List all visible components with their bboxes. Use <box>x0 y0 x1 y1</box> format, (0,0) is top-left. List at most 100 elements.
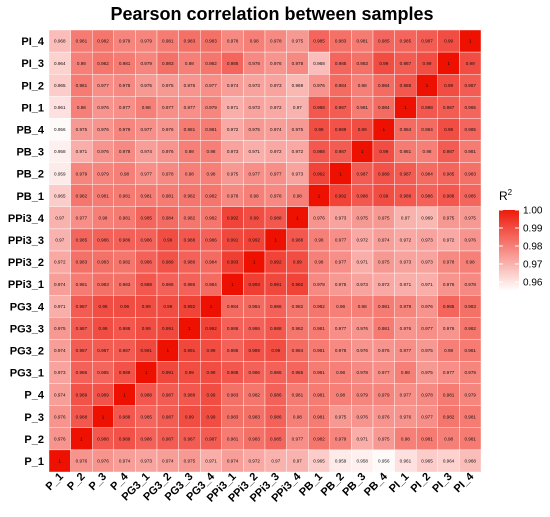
heatmap-cell-value: 0.981 <box>356 39 368 44</box>
heatmap-cell-value: 0.976 <box>313 83 325 88</box>
heatmap-cell-value: 0.976 <box>97 459 109 464</box>
heatmap-cell-value: 0.98 <box>401 436 410 441</box>
heatmap-cell-value: 0.992 <box>270 260 282 265</box>
heatmap-cell-value: 0.983 <box>205 39 217 44</box>
heatmap-cell-value: 0.984 <box>205 260 217 265</box>
heatmap-cell-value: 0.982 <box>76 193 88 198</box>
x-tick-label: P_1 <box>44 471 66 493</box>
x-tick-label: PB_3 <box>340 471 368 499</box>
heatmap-cell-value: 0.984 <box>378 105 390 110</box>
heatmap-cell-value: 0.981 <box>313 348 325 353</box>
heatmap-cell-value: 0.978 <box>270 39 282 44</box>
heatmap-cell-value: 0.986 <box>205 238 217 243</box>
heatmap-cell-value: 0.985 <box>313 39 325 44</box>
heatmap-cell-value: 1 <box>231 282 234 287</box>
heatmap-cell-value: 0.981 <box>313 392 325 397</box>
heatmap-cell-value: 0.985 <box>464 127 476 132</box>
heatmap-cell-value: 0.99 <box>379 149 388 154</box>
heatmap-cell-value: 0.991 <box>184 348 196 353</box>
heatmap-cell-value: 0.99 <box>207 370 216 375</box>
heatmap-cell-value: 0.99 <box>163 304 172 309</box>
heatmap-cell-value: 0.992 <box>205 326 217 331</box>
heatmap-cell-value: 0.99 <box>444 127 453 132</box>
heatmap-cell-value: 0.974 <box>270 127 282 132</box>
heatmap-cell-value: 1 <box>339 171 342 176</box>
heatmap-cell-value: 0.972 <box>270 105 282 110</box>
heatmap-cell-value: 0.981 <box>443 392 455 397</box>
heatmap-cell-value: 0.987 <box>76 326 88 331</box>
y-tick-label: PG3_4 <box>10 301 45 313</box>
heatmap-cell-value: 0.99 <box>163 238 172 243</box>
heatmap-cell-value: 0.986 <box>97 238 109 243</box>
heatmap-cell-value: 0.982 <box>205 193 217 198</box>
heatmap-cell-value: 0.965 <box>54 83 66 88</box>
heatmap-cell-value: 0.976 <box>400 414 412 419</box>
heatmap-cell-value: 0.986 <box>270 304 282 309</box>
heatmap-cell-value: 0.972 <box>227 127 239 132</box>
heatmap-cell-value: 0.98 <box>315 238 324 243</box>
heatmap-cell-value: 0.976 <box>313 215 325 220</box>
heatmap-cell-value: 0.97 <box>271 459 280 464</box>
heatmap-cell-value: 0.973 <box>335 215 347 220</box>
heatmap-cell-value: 0.976 <box>270 61 282 66</box>
heatmap-cell-value: 0.977 <box>421 414 433 419</box>
y-tick-label: P_3 <box>24 412 44 424</box>
heatmap-cell-value: 1 <box>469 39 472 44</box>
heatmap-cell-value: 0.982 <box>313 304 325 309</box>
heatmap-cell-value: 0.982 <box>184 193 196 198</box>
heatmap-cell-value: 0.968 <box>54 39 66 44</box>
heatmap-cell-value: 0.975 <box>292 39 304 44</box>
heatmap-cell-value: 0.981 <box>97 193 109 198</box>
heatmap-cell-value: 0.988 <box>270 215 282 220</box>
heatmap-cell-value: 0.975 <box>335 414 347 419</box>
heatmap-cell-value: 0.975 <box>421 348 433 353</box>
heatmap-cell-value: 0.979 <box>140 61 152 66</box>
heatmap-cell-value: 0.979 <box>356 392 368 397</box>
heatmap-cell-value: 0.981 <box>119 61 131 66</box>
heatmap-cell-value: 0.981 <box>378 304 390 309</box>
heatmap-cell-value: 0.976 <box>356 414 368 419</box>
heatmap-cell-value: 0.984 <box>292 348 304 353</box>
heatmap-cell-value: 0.98 <box>358 304 367 309</box>
heatmap-cell-value: 0.988 <box>313 105 325 110</box>
heatmap-cell-value: 0.985 <box>335 61 347 66</box>
heatmap-cell-value: 1 <box>361 149 364 154</box>
heatmap-cell-value: 0.974 <box>54 282 66 287</box>
heatmap-cell-value: 0.972 <box>400 238 412 243</box>
heatmap-cell-value: 0.975 <box>464 215 476 220</box>
heatmap-cell-value: 0.983 <box>464 304 476 309</box>
heatmap-cell-value: 0.99 <box>358 127 367 132</box>
heatmap-cell-value: 0.98 <box>185 61 194 66</box>
heatmap-cell-value: 0.99 <box>207 414 216 419</box>
heatmap-cell-value: 0.973 <box>421 260 433 265</box>
heatmap-cell-value: 0.958 <box>54 149 66 154</box>
heatmap-cell-value: 0.976 <box>421 304 433 309</box>
x-tick-label: PB_1 <box>297 471 325 499</box>
heatmap-cell-value: 0.981 <box>421 436 433 441</box>
heatmap-cell-value: 0.976 <box>378 348 390 353</box>
heatmap-cell-value: 0.987 <box>162 392 174 397</box>
x-tick-label: P_2 <box>65 471 87 493</box>
heatmap-cell-value: 0.985 <box>400 39 412 44</box>
heatmap-cell-value: 0.986 <box>248 370 260 375</box>
heatmap-cell-value: 0.987 <box>184 436 196 441</box>
legend-color-bar <box>499 210 519 291</box>
heatmap-cell-value: 0.981 <box>184 127 196 132</box>
heatmap-cell-value: 0.98 <box>250 193 259 198</box>
heatmap-cell-value: 0.98 <box>444 436 453 441</box>
heatmap-cell-value: 0.988 <box>184 238 196 243</box>
heatmap-cell-value: 0.989 <box>378 171 390 176</box>
heatmap-cell-value: 0.985 <box>292 370 304 375</box>
heatmap-cell-value: 0.979 <box>400 304 412 309</box>
heatmap-cell-value: 0.976 <box>97 149 109 154</box>
heatmap-cell-value: 0.991 <box>162 370 174 375</box>
heatmap-cell-value: 0.986 <box>270 392 282 397</box>
heatmap-cell-value: 0.979 <box>464 392 476 397</box>
heatmap-cell-value: 0.98 <box>336 392 345 397</box>
heatmap-cell-value: 0.98 <box>77 105 86 110</box>
heatmap-cell-value: 0.977 <box>335 238 347 243</box>
heatmap-cell-value: 0.977 <box>248 171 260 176</box>
heatmap-cell-value: 0.989 <box>119 370 131 375</box>
heatmap-cell-value: 0.987 <box>76 304 88 309</box>
heatmap-cell-value: 0.988 <box>443 193 455 198</box>
